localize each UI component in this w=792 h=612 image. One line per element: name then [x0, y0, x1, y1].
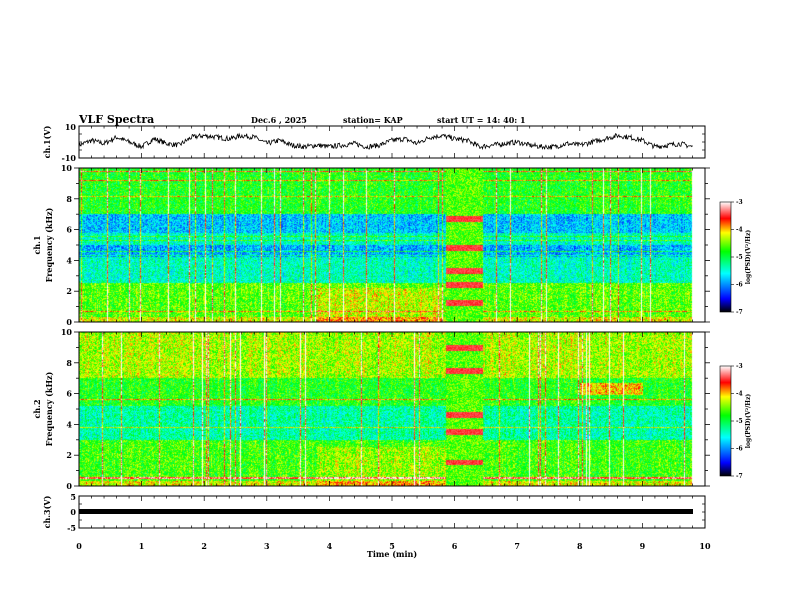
- ch2-colorbar-tick-label: -4: [736, 391, 743, 398]
- time-tick-label: 6: [452, 541, 458, 551]
- ch2-spectrogram-panel: 0 2 4 6 8 10 ch.2 Frequency (kHz): [32, 327, 710, 491]
- ch2-colorbar-tick-label: -5: [736, 418, 743, 425]
- ch1-colorbar: -3 -4 -5 -6 -7 log(PSD)(V²/Hz): [719, 199, 752, 316]
- ch1-voltage-ylabel: ch.1(V): [42, 125, 52, 158]
- ch1-colorbar-tick-label: -3: [736, 199, 743, 206]
- ch2-frequency-ylabel: Frequency (kHz): [44, 371, 54, 446]
- ch2-colorbar-tick-label: -6: [736, 446, 743, 453]
- ch2-frequency-ticks: 0 2 4 6 8 10: [61, 327, 710, 491]
- time-tick-label: 2: [201, 541, 207, 551]
- ch2-freq-ytick-label: 6: [66, 389, 72, 399]
- time-tick-label: 8: [577, 541, 583, 551]
- time-tick-label: 0: [76, 541, 82, 551]
- start-ut-label: start UT = 14: 40: 1: [437, 115, 526, 125]
- ch2-colorbar-tick-label: -7: [736, 473, 743, 480]
- ch2-spec-ylabel: ch.2: [32, 399, 42, 418]
- ch1-spectrogram-panel: 0 2 4 6 8 10 ch.1 Frequency (kHz): [32, 163, 710, 327]
- ch1-colorbar-ticks: -3 -4 -5 -6 -7: [731, 199, 743, 316]
- time-ticks: [78, 125, 706, 529]
- chart-title: VLF Spectra: [78, 113, 154, 126]
- ch1-spectrogram-image: [79, 168, 705, 322]
- ch2-spectrogram-image: [79, 332, 705, 486]
- ch2-freq-ytick-label: 8: [66, 358, 72, 368]
- time-tick-label: 3: [264, 541, 270, 551]
- ch3-voltage-ylabel: ch.3(V): [42, 495, 52, 528]
- ch1-freq-ytick-label: 8: [66, 194, 72, 204]
- time-tick-label: 7: [514, 541, 520, 551]
- ch3-ytick-bottom: -5: [67, 523, 76, 533]
- ch1-colorbar-label: log(PSD)(V²/Hz): [745, 230, 752, 285]
- ch1-colorbar-tick-label: -5: [736, 254, 743, 261]
- ch1-freq-ytick-label: 6: [66, 225, 72, 235]
- ch1-voltage-panel: 10 -10 ch.1(V): [42, 122, 706, 163]
- ch2-freq-ytick-label: 4: [66, 419, 72, 429]
- ch1-voltage-line: [79, 132, 693, 151]
- station-label: station= KAP: [343, 115, 403, 125]
- ch2-colorbar-tick-label: -3: [736, 363, 743, 370]
- ch1-freq-ytick-label: 2: [66, 286, 72, 296]
- ch1-colorbar-tick-label: -4: [736, 227, 743, 234]
- ch1-frequency-ticks: 0 2 4 6 8 10: [61, 163, 710, 327]
- time-axis-label: Time (min): [367, 549, 417, 559]
- ch3-ytick-top: 5: [70, 492, 76, 502]
- ch1-colorbar-tick-label: -7: [736, 309, 743, 316]
- ch2-colorbar-label: log(PSD)(V²/Hz): [745, 394, 752, 449]
- ch2-freq-ytick-label: 10: [61, 327, 73, 337]
- time-tick-label: 10: [699, 541, 711, 551]
- ch1-frequency-ylabel: Frequency (kHz): [44, 207, 54, 282]
- ch1-colorbar-tick-label: -6: [736, 282, 743, 289]
- ch3-ytick-mid: 0: [70, 507, 76, 517]
- ch2-colorbar: -3 -4 -5 -6 -7 log(PSD)(V²/Hz): [719, 363, 752, 480]
- ch1-freq-ytick-label: 0: [66, 317, 72, 327]
- time-tick-label: 1: [139, 541, 145, 551]
- ch2-freq-ytick-label: 2: [66, 450, 72, 460]
- ch2-freq-ytick-label: 0: [66, 481, 72, 491]
- ch1-freq-ytick-label: 10: [61, 163, 73, 173]
- time-tick-label: 4: [327, 541, 333, 551]
- ch2-colorbar-ticks: -3 -4 -5 -6 -7: [731, 363, 743, 480]
- ch1-ytick-bottom: -10: [62, 153, 77, 163]
- ch1-ytick-top: 10: [65, 122, 77, 132]
- ch3-voltage-trace: [79, 509, 693, 514]
- date-label: Dec.6 , 2025: [251, 115, 307, 125]
- time-tick-label: 9: [640, 541, 646, 551]
- ch1-freq-ytick-label: 4: [66, 255, 72, 265]
- ch1-spec-ylabel: ch.1: [32, 235, 42, 254]
- time-tick-labels: 0 1 2 3 4 5 6 7 8 9 10: [76, 541, 711, 551]
- time-tick-label: 5: [389, 541, 395, 551]
